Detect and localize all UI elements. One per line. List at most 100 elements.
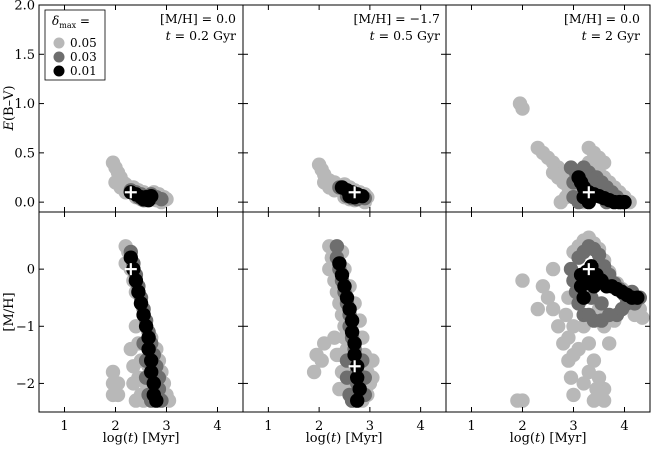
annotation-panel-3: [M/H] = 0.0 t = 2 Gyr bbox=[564, 11, 640, 43]
data-point-001 bbox=[141, 341, 156, 357]
data-point-005 bbox=[110, 376, 126, 391]
data-point-001 bbox=[617, 194, 632, 210]
x-tick-label: 2 bbox=[518, 419, 526, 434]
panel-bottom-1-marks bbox=[105, 239, 177, 408]
panel-bottom-right-frame bbox=[445, 211, 651, 413]
annotation-age-var: t bbox=[166, 28, 172, 43]
data-point-005 bbox=[545, 261, 561, 277]
x-axis-label-3: log(t) [Myr] bbox=[510, 431, 587, 446]
data-point-003 bbox=[594, 296, 609, 311]
x-tick-label: 3 bbox=[569, 419, 577, 434]
legend-title: δmax = bbox=[52, 14, 90, 30]
x-tick-label: 4 bbox=[213, 419, 221, 434]
x-tick-label: 3 bbox=[366, 419, 374, 434]
data-point-001 bbox=[352, 381, 367, 397]
data-point-001 bbox=[630, 290, 645, 305]
data-point-001 bbox=[334, 267, 350, 283]
data-point-001 bbox=[138, 319, 154, 334]
x-axis-label-1: log(t) [Myr] bbox=[103, 431, 180, 446]
data-point-005 bbox=[123, 341, 138, 357]
annotation-mh: [M/H] = −1.7 bbox=[354, 11, 440, 26]
x-tick-label: 2 bbox=[111, 419, 119, 434]
annotation-age-value: = 2 Gyr bbox=[587, 28, 640, 43]
data-point-001 bbox=[144, 353, 159, 368]
panel-bottom-3-marks bbox=[510, 230, 650, 408]
data-point-001 bbox=[344, 313, 360, 328]
x-tick-label: 1 bbox=[467, 419, 475, 434]
data-point-005 bbox=[566, 387, 581, 403]
data-point-003 bbox=[339, 370, 355, 385]
data-point-001 bbox=[344, 324, 360, 340]
legend-label-001: 0.01 bbox=[70, 64, 97, 78]
data-point-001 bbox=[576, 190, 591, 205]
data-point-005 bbox=[635, 310, 650, 325]
annotation-age-var: t bbox=[582, 28, 588, 43]
data-point-001 bbox=[576, 290, 591, 305]
y-axis-label-bottom: [M/H] bbox=[2, 292, 17, 331]
x-axis-label-2: log(t) [Myr] bbox=[306, 431, 383, 446]
data-point-001 bbox=[136, 307, 151, 323]
data-point-001 bbox=[332, 256, 347, 271]
data-point-005 bbox=[128, 393, 144, 408]
data-point-005 bbox=[586, 353, 602, 368]
data-point-005 bbox=[581, 364, 596, 380]
data-point-005 bbox=[586, 393, 602, 408]
panel-top-1-marks bbox=[105, 155, 174, 210]
data-point-005 bbox=[596, 393, 612, 408]
y-axis-label-top: E(B–V) bbox=[2, 85, 17, 131]
data-point-005 bbox=[563, 370, 579, 385]
axis-ticks: 1 2 3 4 1 2 3 4 1 2 3 4 0.0 0.5 1.0 1.5 2.0 −2 −1 0 bbox=[14, 0, 650, 434]
annotation-panel-1: [M/H] = 0.0 t = 0.2 Gyr bbox=[160, 11, 236, 43]
data-point-005 bbox=[535, 279, 551, 294]
legend-marker-005 bbox=[53, 37, 65, 49]
data-point-005 bbox=[365, 353, 380, 368]
x-tick-label: 4 bbox=[416, 419, 424, 434]
legend-label-005: 0.05 bbox=[70, 36, 97, 50]
data-point-005 bbox=[327, 330, 342, 345]
data-point-005 bbox=[566, 319, 581, 334]
data-point-005 bbox=[551, 319, 566, 334]
data-point-001 bbox=[342, 301, 357, 317]
data-point-005 bbox=[561, 330, 576, 345]
data-point-005 bbox=[581, 140, 596, 156]
data-point-005 bbox=[540, 290, 556, 305]
y-tick-label-top: 0.5 bbox=[14, 146, 35, 161]
data-point-001 bbox=[149, 393, 164, 408]
true-value-cross bbox=[124, 186, 137, 199]
x-tick-label: 3 bbox=[162, 419, 170, 434]
data-point-001 bbox=[581, 276, 596, 291]
y-tick-label-top: 1.5 bbox=[14, 48, 35, 63]
annotation-age: t = 0.5 Gyr bbox=[370, 28, 440, 43]
y-tick-label-bottom: −2 bbox=[16, 377, 35, 392]
data-point-001 bbox=[133, 296, 149, 311]
x-tick-label: 4 bbox=[620, 419, 628, 434]
annotation-age-value: = 0.2 Gyr bbox=[171, 28, 236, 43]
annotation-age-var: t bbox=[370, 28, 376, 43]
data-point-001 bbox=[128, 273, 144, 288]
data-point-005 bbox=[314, 353, 329, 368]
true-value-cross bbox=[124, 263, 137, 276]
data-point-005 bbox=[566, 347, 581, 363]
annotation-age: t = 2 Gyr bbox=[582, 28, 640, 43]
data-point-005 bbox=[558, 307, 574, 323]
annotation-panel-2: [M/H] = −1.7 t = 0.5 Gyr bbox=[354, 11, 440, 43]
annotation-age-value: = 0.5 Gyr bbox=[375, 28, 440, 43]
y-tick-label-top: 1.0 bbox=[14, 97, 35, 112]
data-point-005 bbox=[126, 376, 141, 391]
legend-label-003: 0.03 bbox=[70, 50, 97, 64]
data-point-005 bbox=[602, 336, 617, 351]
data-point-001 bbox=[136, 192, 151, 207]
legend-marker-001 bbox=[53, 65, 65, 77]
x-tick-label: 1 bbox=[60, 419, 68, 434]
panel-bottom-2-marks bbox=[306, 239, 380, 408]
data-point-005 bbox=[110, 387, 126, 403]
data-point-001 bbox=[123, 250, 138, 265]
data-point-005 bbox=[126, 359, 141, 374]
data-point-001 bbox=[141, 330, 156, 345]
data-point-005 bbox=[589, 381, 604, 397]
y-tick-label-bottom: 0 bbox=[27, 263, 35, 278]
data-point-005 bbox=[596, 155, 612, 170]
x-tick-label: 1 bbox=[264, 419, 272, 434]
data-point-005 bbox=[576, 376, 591, 391]
